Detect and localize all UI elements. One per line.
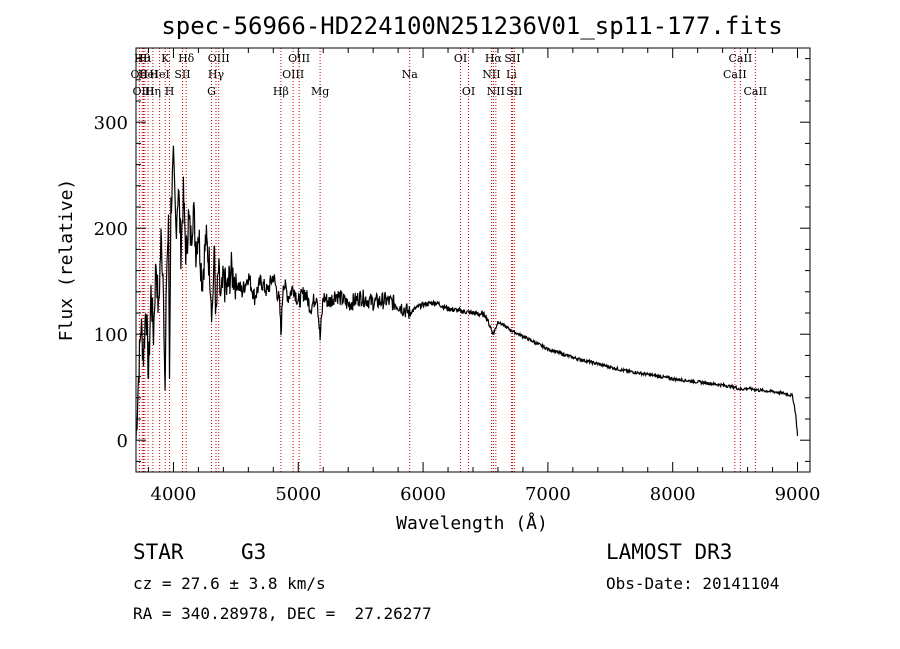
marker-label-18: Na xyxy=(402,68,419,81)
marker-label-2: OIII xyxy=(132,85,154,98)
marker-label-26: SII xyxy=(506,85,522,98)
marker-label-23: NII xyxy=(487,85,505,98)
marker-label-14: Hβ xyxy=(273,85,289,98)
obs-date: Obs-Date: 20141104 xyxy=(606,574,780,593)
survey-name: LAMOST DR3 xyxy=(606,540,733,564)
marker-label-1: Hθ xyxy=(134,52,151,65)
y-tick-label-0: 0 xyxy=(117,431,128,452)
x-tick-label-5: 9000 xyxy=(775,484,821,505)
y-axis-label: Flux (relative) xyxy=(56,179,77,342)
x-tick-label-2: 6000 xyxy=(400,484,446,505)
marker-label-4: HeI xyxy=(138,68,158,81)
marker-label-12: Hγ xyxy=(208,68,225,81)
chart-title: spec-56966-HD224100N251236V01_sp11-177.f… xyxy=(161,12,782,40)
marker-label-15: OIII xyxy=(282,68,304,81)
y-tick-label-3: 300 xyxy=(94,113,128,134)
x-axis-label: Wavelength (Å) xyxy=(396,512,548,534)
x-tick-label-4: 8000 xyxy=(650,484,696,505)
redshift-readout: cz = 27.6 ± 3.8 km/s xyxy=(133,574,326,593)
axis-tick-labels: 4000 5000 6000 7000 8000 9000 0 100 200 300 xyxy=(94,113,821,505)
marker-label-6: HeI xyxy=(149,68,169,81)
marker-label-21: NII xyxy=(482,68,500,81)
marker-label-27: CaII xyxy=(723,68,747,81)
axis-ticks xyxy=(136,48,810,472)
x-tick-label-3: 7000 xyxy=(525,484,571,505)
marker-label-24: Li xyxy=(506,68,517,81)
marker-label-9: SII xyxy=(174,68,190,81)
x-tick-label-0: 4000 xyxy=(151,484,197,505)
marker-label-5: Hη xyxy=(145,85,161,98)
marker-label-11: G xyxy=(207,85,216,98)
marker-label-25: SII xyxy=(504,52,520,65)
marker-label-17: Mg xyxy=(311,85,329,98)
marker-label-0: OII xyxy=(131,68,149,81)
marker-label-8: H xyxy=(165,85,175,98)
plot-frame xyxy=(135,47,811,473)
marker-label-19: OI xyxy=(454,52,467,65)
marker-label-16: OIII xyxy=(288,52,310,65)
marker-label-3: Hι xyxy=(138,52,152,65)
x-tick-label-1: 5000 xyxy=(275,484,321,505)
coordinates: RA = 340.28978, DEC = 27.26277 xyxy=(133,604,432,623)
marker-label-20: OI xyxy=(462,85,475,98)
spectrum-line xyxy=(135,145,799,441)
marker-label-10: Hδ xyxy=(178,52,195,65)
marker-label-28: CaII xyxy=(729,52,753,65)
y-tick-label-1: 100 xyxy=(94,325,128,346)
object-class: STAR xyxy=(133,540,184,564)
marker-label-7: K xyxy=(161,52,170,65)
emission-line-labels: OIIHθOIIIHιHeIHηHeIKHSIIHδGHγOIIIHβOIIIO… xyxy=(131,52,768,98)
marker-label-29: CaII xyxy=(743,85,767,98)
marker-label-22: Hα xyxy=(485,52,503,65)
object-subclass: G3 xyxy=(241,540,267,564)
marker-label-13: OIII xyxy=(208,52,230,65)
y-tick-label-2: 200 xyxy=(94,219,128,240)
